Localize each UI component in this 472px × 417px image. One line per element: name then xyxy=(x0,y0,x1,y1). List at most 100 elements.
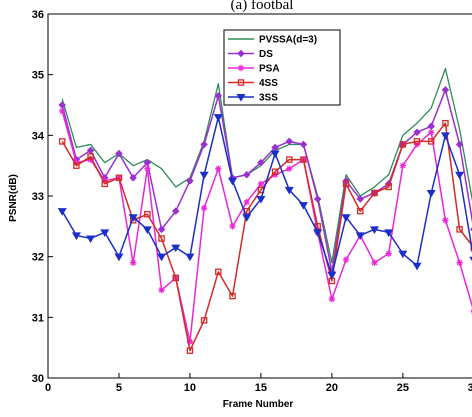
series-ds-point xyxy=(186,177,194,185)
series-ds-point xyxy=(242,171,251,179)
series-3ss-point xyxy=(256,196,266,204)
series-4ss-point xyxy=(215,268,222,276)
series-psa-point xyxy=(243,198,250,206)
series-psa-point xyxy=(58,107,66,115)
series-3ss xyxy=(57,114,472,280)
y-tick-label: 33 xyxy=(32,191,44,203)
series-3ss-point xyxy=(284,186,294,195)
series-psa-point xyxy=(385,250,392,257)
series-4ss-point xyxy=(342,180,350,188)
series-ds-point xyxy=(413,128,421,137)
series-4ss-point xyxy=(385,183,392,191)
y-axis: 30 31 32 33 34 35 36 xyxy=(32,9,53,385)
series-3ss-point xyxy=(327,271,337,280)
series-ds-point xyxy=(299,140,308,149)
legend-item-psa: PSA xyxy=(228,64,280,75)
series-psa-point xyxy=(186,338,194,345)
legend-item-3ss: 3SS xyxy=(228,93,278,104)
series-4ss-point xyxy=(172,274,179,282)
series-4ss-point xyxy=(286,156,293,163)
y-tick-label: 32 xyxy=(32,252,44,264)
series-3ss-point xyxy=(71,232,81,241)
series-3ss-point xyxy=(384,229,394,237)
series-ds-point xyxy=(200,140,208,149)
y-tick-label: 35 xyxy=(32,70,44,82)
series-3ss-point xyxy=(313,229,323,237)
x-tick-label: 10 xyxy=(184,382,196,394)
series-4ss-point xyxy=(399,141,407,148)
legend-item-pvssa-d-3: PVSSA(d=3) xyxy=(228,35,317,46)
series-4ss-point xyxy=(73,162,80,169)
series-psa-point xyxy=(129,259,137,266)
series-3ss-point xyxy=(114,253,124,262)
legend-item-4ss-marker xyxy=(237,79,245,86)
series-4ss-point xyxy=(87,153,94,160)
series-4ss-point xyxy=(229,292,236,300)
series-4ss-point xyxy=(371,189,378,197)
legend-item-4ss-label: 4SS xyxy=(259,78,278,89)
series-3ss-point xyxy=(228,177,238,186)
series-4ss-point xyxy=(357,207,364,215)
x-axis: 0 5 10 15 20 25 30 xyxy=(45,373,472,394)
series-psa-point xyxy=(428,129,435,136)
series-group xyxy=(57,67,472,354)
x-tick-label: 25 xyxy=(397,382,409,394)
series-3ss-point xyxy=(86,235,96,244)
series-psa-point xyxy=(229,223,236,230)
series-4ss-point xyxy=(158,235,165,242)
legend-item-psa-marker xyxy=(237,64,245,72)
series-3ss-point xyxy=(270,150,280,159)
x-axis-title: Frame Number xyxy=(223,399,294,410)
legend-item-3ss-label: 3SS xyxy=(259,93,278,104)
series-3ss-point xyxy=(298,202,308,210)
series-3ss-point xyxy=(242,214,252,222)
series-ds-point xyxy=(441,86,450,94)
series-4ss-point xyxy=(200,317,208,324)
series-ds-point xyxy=(214,92,223,100)
y-axis-title: PSNR(dB) xyxy=(8,174,19,222)
series-ds-point xyxy=(285,137,294,146)
series-psa-point xyxy=(286,165,293,172)
series-4ss-point xyxy=(144,210,151,218)
series-3ss-point xyxy=(142,226,152,234)
legend-item-ds-marker xyxy=(237,49,245,58)
series-3ss-point xyxy=(355,232,365,241)
y-tick-label: 30 xyxy=(32,373,44,385)
chart-title: (a) footbal xyxy=(231,0,294,13)
series-3ss-point xyxy=(128,214,138,222)
x-tick-label: 20 xyxy=(326,382,338,394)
series-3ss-point xyxy=(213,114,223,122)
series-psa-point xyxy=(158,286,165,294)
series-4ss-point xyxy=(115,174,123,182)
legend-item-ds-label: DS xyxy=(259,49,273,60)
series-ds-point xyxy=(171,207,180,215)
series-3ss-point xyxy=(157,253,167,262)
legend-item-ds: DS xyxy=(228,49,273,60)
x-tick-label: 15 xyxy=(255,382,267,394)
series-4ss-point xyxy=(271,168,279,175)
y-tick-label: 34 xyxy=(32,130,45,142)
series-psa-point xyxy=(371,259,378,266)
series-psa-point xyxy=(442,217,449,224)
series-ds-point xyxy=(455,140,464,149)
legend: PVSSA(d=3) DS PSA 4SS 3SS xyxy=(223,29,341,106)
series-ds-point xyxy=(313,195,322,203)
legend-item-psa-label: PSA xyxy=(259,64,280,75)
series-psa-point xyxy=(257,180,265,188)
series-4ss-point xyxy=(427,138,435,145)
series-ds-point xyxy=(356,195,365,203)
series-3ss-point xyxy=(426,189,436,198)
series-psa-point xyxy=(456,259,463,266)
x-tick-label: 0 xyxy=(45,382,51,394)
series-3ss-point xyxy=(455,171,465,180)
series-4ss-point xyxy=(300,156,307,163)
series-psa-point xyxy=(342,256,350,263)
series-psa-point xyxy=(144,165,151,172)
series-4ss-point xyxy=(101,180,109,188)
series-3ss-point xyxy=(57,208,67,216)
series-psa-point xyxy=(328,295,336,303)
series-3ss-point xyxy=(412,262,422,271)
series-4ss-point xyxy=(456,226,463,233)
series-3ss-point xyxy=(440,132,450,140)
